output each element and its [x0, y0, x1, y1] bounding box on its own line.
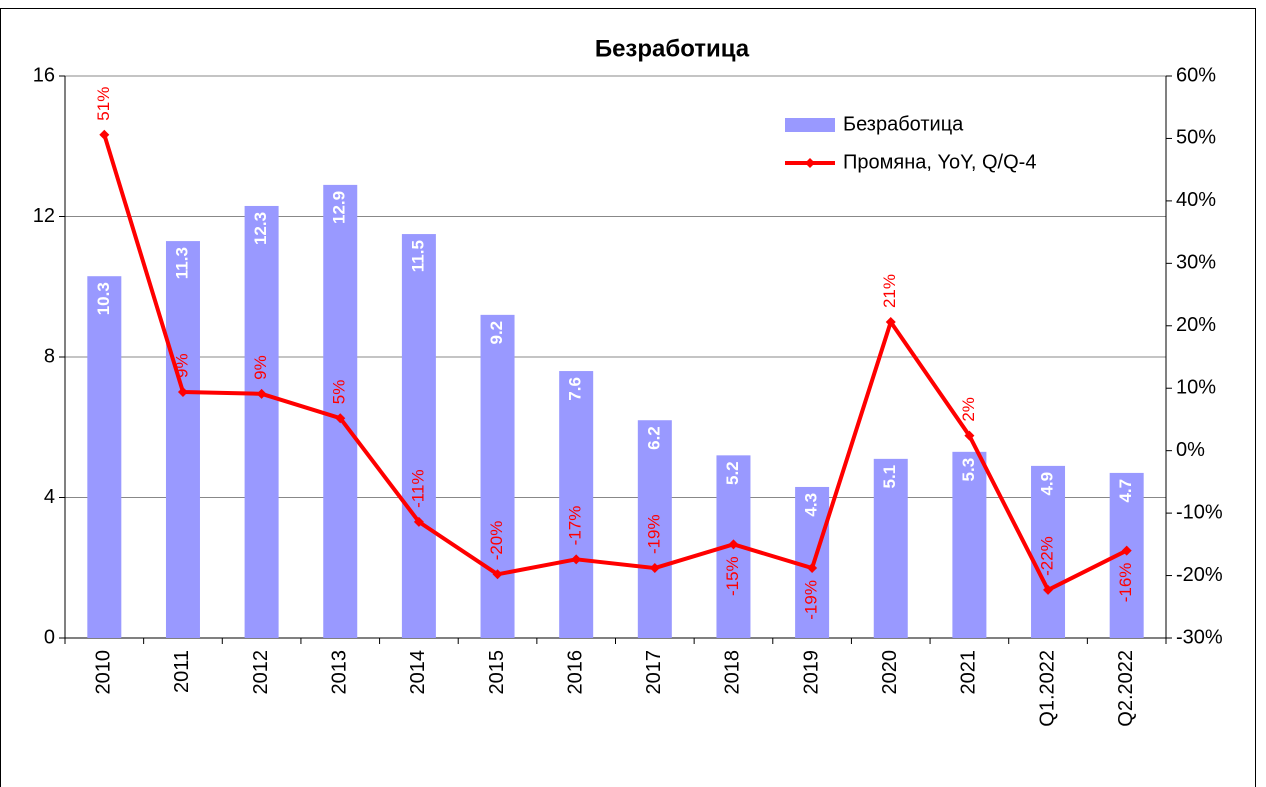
bar: [165, 241, 200, 638]
line-value-label: -19%: [802, 580, 821, 620]
chart-border: [0, 8, 1256, 787]
line-marker: [649, 563, 660, 574]
line-marker: [964, 430, 975, 441]
legend-swatch: [785, 118, 835, 132]
line-value-label: -15%: [723, 556, 742, 596]
x-tick-label: 2021: [958, 650, 980, 695]
x-tick-label: 2014: [407, 650, 429, 695]
x-tick-label: 2018: [722, 650, 744, 695]
line-value-label: 2%: [959, 397, 978, 422]
bar: [480, 314, 515, 638]
line-value-label: 51%: [94, 87, 113, 121]
x-tick-label: Q2.2022: [1115, 650, 1137, 727]
y2-tick-label: 0%: [1176, 439, 1205, 461]
line-marker: [413, 516, 424, 527]
legend-marker: [805, 158, 815, 168]
line-value-label: 9%: [172, 353, 191, 378]
line-marker: [571, 554, 582, 565]
line-marker: [177, 386, 188, 397]
bar-value-label: 11.3: [172, 247, 191, 279]
bar: [87, 276, 122, 638]
x-tick-label: 2011: [171, 650, 193, 693]
y-tick-label: 0: [44, 626, 55, 648]
line: [102, 134, 1128, 592]
x-tick-label: 2012: [250, 650, 272, 695]
line-value-label: -16%: [1116, 563, 1135, 603]
bar-value-label: 5.2: [723, 461, 742, 485]
y-tick-label: 4: [44, 486, 55, 508]
bar: [952, 451, 987, 638]
x-tick-label: 2010: [93, 650, 115, 695]
chart-title: Безработица: [595, 35, 750, 62]
x-tick-label: Q1.2022: [1036, 650, 1058, 727]
line-value-label: -17%: [566, 506, 585, 546]
y2-tick-label: 60%: [1176, 64, 1216, 86]
bar: [1031, 465, 1066, 638]
y2-tick-label: -10%: [1176, 501, 1223, 523]
y-tick-label: 12: [33, 205, 55, 227]
bar-value-label: 5.3: [959, 458, 978, 482]
bar-value-label: 4.7: [1116, 479, 1135, 503]
x-tick-label: 2020: [879, 650, 901, 695]
y-tick-label: 8: [44, 345, 55, 367]
x-tick-label: 2015: [486, 650, 508, 695]
bar-value-label: 4.3: [802, 493, 821, 517]
line-marker: [335, 413, 346, 424]
y2-tick-label: 40%: [1176, 189, 1216, 211]
line-value-label: -22%: [1038, 536, 1057, 576]
bar-value-label: 9.2: [487, 321, 506, 345]
bar-value-label: 5.1: [880, 465, 899, 489]
line-marker: [99, 129, 110, 140]
line-value-label: -19%: [644, 514, 663, 554]
bar-value-label: 7.6: [566, 377, 585, 401]
line-value-label: 9%: [251, 355, 270, 380]
bar-value-label: 11.5: [408, 240, 427, 272]
line-marker: [256, 388, 267, 399]
bar: [873, 458, 908, 638]
bar: [637, 420, 672, 638]
y2-tick-label: 50%: [1176, 127, 1216, 149]
bar-value-label: 4.9: [1038, 472, 1057, 496]
y2-tick-label: -30%: [1176, 626, 1223, 648]
x-tick-label: 2017: [643, 650, 665, 695]
line-value-label: 21%: [880, 274, 899, 308]
x-tick-label: 2016: [564, 650, 586, 695]
bar-value-label: 12.3: [251, 212, 270, 245]
bar: [559, 371, 594, 638]
line-marker: [807, 563, 818, 574]
y2-tick-label: 10%: [1176, 377, 1216, 399]
bar-value-label: 12.9: [330, 191, 349, 224]
line-marker: [1121, 545, 1132, 556]
line-marker: [885, 317, 896, 328]
line-value-label: -20%: [487, 521, 506, 561]
legend-label: Промяна, YoY, Q/Q-4: [843, 151, 1036, 173]
line-marker: [1043, 584, 1054, 595]
y2-tick-label: -20%: [1176, 564, 1223, 586]
line-marker: [728, 539, 739, 550]
line-value-label: -11%: [408, 469, 427, 507]
bar-value-label: 6.2: [644, 426, 663, 450]
y2-tick-label: 20%: [1176, 314, 1216, 336]
x-tick-label: 2013: [329, 650, 351, 695]
bar-value-label: 10.3: [94, 282, 113, 315]
bar: [401, 234, 436, 638]
y2-tick-label: 30%: [1176, 252, 1216, 274]
line-value-label: 5%: [330, 380, 349, 405]
bar: [244, 205, 279, 638]
y-tick-label: 16: [33, 64, 55, 86]
x-tick-label: 2019: [800, 650, 822, 695]
bar: [323, 184, 358, 638]
legend-label: Безработица: [843, 113, 964, 135]
line-marker: [492, 569, 503, 580]
